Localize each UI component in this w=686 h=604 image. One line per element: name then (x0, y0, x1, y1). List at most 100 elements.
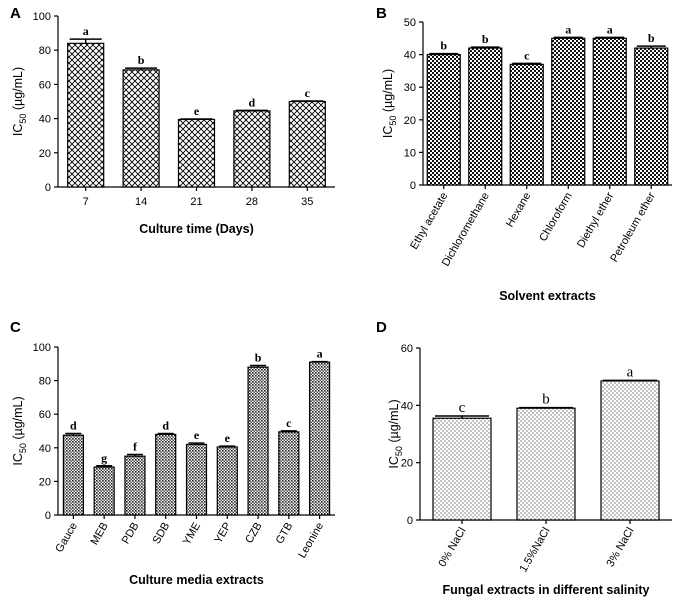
x-tick-label: MEB (88, 521, 110, 548)
x-tick-label: 14 (135, 196, 147, 208)
panel-b-bar-chart: B 0 10 20 30 40 50 b Ethyl acetate b Dichlorometha… (376, 5, 672, 303)
significance-letter: e (194, 428, 200, 442)
x-tick-label: SDB (151, 521, 173, 547)
x-tick-label: Gauce (53, 521, 80, 555)
x-tick-label: 21 (190, 196, 202, 208)
x-tick-label: YEP (212, 521, 233, 546)
y-tick-label: 0 (45, 182, 51, 194)
bar-3-nacl (600, 380, 660, 521)
x-axis-title: Fungal extracts in different salinity (443, 583, 650, 597)
x-axis-title: Culture media extracts (129, 573, 264, 587)
y-tick-label: 0 (410, 180, 416, 192)
significance-letter: c (286, 416, 292, 430)
bar-czb (247, 366, 269, 516)
bar-petroleum-ether (634, 47, 669, 186)
y-tick-label: 100 (33, 11, 51, 23)
bar-ethyl-acetate (426, 53, 461, 186)
significance-letter: f (133, 440, 138, 454)
y-tick-label: 40 (39, 443, 51, 455)
y-tick-label: 30 (404, 82, 416, 94)
significance-letter: e (194, 104, 200, 118)
significance-letter: a (565, 22, 571, 36)
x-tick-label: YME (181, 521, 203, 548)
significance-letter: g (101, 451, 107, 465)
bar-0-nacl (432, 417, 492, 521)
x-tick-label: PDB (120, 521, 142, 547)
bar-28 (233, 110, 271, 188)
x-tick-label: 1.5%NaCl (517, 526, 552, 575)
significance-letter: b (138, 53, 145, 67)
panel-letter: C (10, 319, 21, 336)
x-tick-label: 28 (246, 196, 258, 208)
x-tick-label: CZB (243, 521, 264, 546)
bar-yme (185, 443, 208, 516)
x-tick-label: Dichloromethane (440, 191, 492, 269)
y-tick-label: 0 (407, 515, 413, 527)
y-tick-label: 0 (45, 510, 51, 522)
significance-letter: a (607, 22, 613, 36)
x-tick-label: Diethyl ether (575, 190, 616, 250)
y-tick-label: 80 (39, 376, 51, 388)
y-tick-label: 40 (401, 400, 413, 412)
y-tick-label: 60 (39, 79, 51, 91)
significance-letter: b (648, 31, 655, 45)
y-tick-label: 20 (404, 115, 416, 127)
y-tick-label: 40 (39, 114, 51, 126)
y-tick-label: 40 (404, 50, 416, 62)
panel-a-bar-chart: A 0 20 40 60 80 100 a 7 b 14 e 21 d 28 c 35 Culture time … (10, 5, 335, 236)
bar-chloroform (551, 37, 586, 186)
x-tick-label: Chloroform (537, 191, 575, 244)
x-axis-title: Solvent extracts (499, 289, 596, 303)
significance-letter: c (305, 86, 311, 100)
bar-leonine (309, 361, 331, 516)
bar-gauce (62, 434, 84, 516)
significance-letter: a (627, 364, 634, 380)
significance-letter: a (83, 24, 89, 38)
bar-gtb (278, 431, 300, 516)
significance-letter: d (162, 419, 169, 433)
bar-meb (93, 466, 115, 516)
y-tick-label: 60 (39, 409, 51, 421)
bar-1-5-nacl (516, 407, 576, 521)
bar-diethyl-ether (592, 37, 627, 186)
significance-letter: b (440, 39, 447, 53)
significance-letter: b (542, 392, 550, 408)
y-axis-title: IC50 (µg/mL) (11, 396, 28, 465)
panel-d-bar-chart: D 0 20 40 60 c 0% NaCl b 1.5%NaCl a 3% NaCl Fungal … (376, 319, 672, 597)
x-tick-label: 7 (83, 196, 89, 208)
x-axis-title: Culture time (Days) (139, 222, 254, 236)
bar-yep (216, 446, 238, 516)
y-axis-title: IC50 (µg/mL) (11, 67, 28, 136)
bar-14 (122, 69, 160, 188)
panel-letter: A (10, 5, 21, 22)
bar-dichloromethane (468, 47, 503, 186)
x-tick-label: 3% NaCl (605, 526, 637, 570)
bar-pdb (124, 455, 146, 516)
y-tick-label: 20 (39, 148, 51, 160)
x-tick-label: Ethyl acetate (408, 191, 450, 252)
y-tick-label: 20 (401, 458, 413, 470)
significance-letter: c (524, 48, 530, 62)
bar-21 (177, 118, 216, 188)
bar-sdb (155, 433, 177, 516)
x-tick-label: Petroleum ether (608, 190, 658, 264)
significance-letter: d (249, 95, 256, 109)
x-tick-label: 35 (301, 196, 313, 208)
bar-7 (67, 42, 105, 188)
significance-letter: b (482, 32, 489, 46)
significance-letter: d (70, 419, 77, 433)
x-tick-label: Leonine (296, 521, 326, 561)
x-tick-label: GTB (274, 521, 296, 547)
panel-letter: D (376, 319, 387, 336)
bar-35 (288, 100, 326, 188)
y-tick-label: 100 (33, 342, 51, 354)
significance-letter: e (225, 431, 231, 445)
y-tick-label: 10 (404, 147, 416, 159)
significance-letter: c (459, 400, 466, 416)
significance-letter: b (255, 350, 262, 364)
bar-hexane (509, 63, 544, 186)
y-axis-title: IC50 (µg/mL) (381, 69, 398, 138)
x-tick-label: 0% NaCl (437, 526, 469, 570)
y-tick-label: 50 (404, 17, 416, 29)
